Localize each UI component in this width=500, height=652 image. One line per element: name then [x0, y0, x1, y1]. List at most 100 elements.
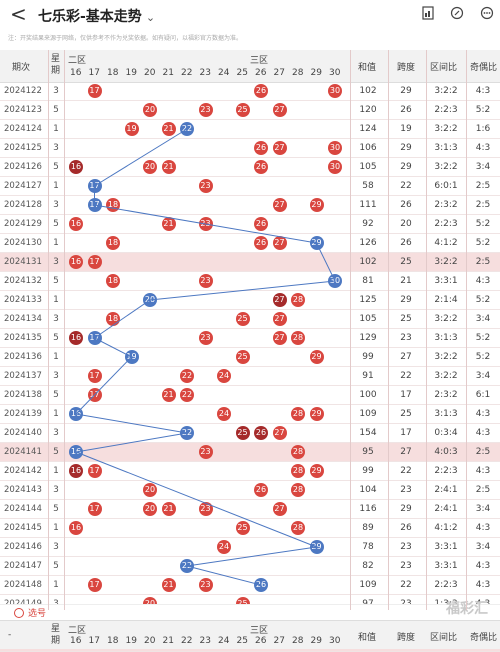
span-cell: 25 — [400, 257, 412, 267]
ball-23: 23 — [198, 445, 213, 459]
ball-25: 25 — [235, 350, 250, 364]
sum-cell: 92 — [362, 219, 374, 229]
table-row: 2024132 5 18 23 30 81 21 3:3:1 4:3 — [0, 272, 500, 291]
number-header-30: 30 — [329, 68, 341, 78]
number-header-23: 23 — [199, 68, 211, 78]
number-cell-20: 20 — [142, 101, 158, 119]
sum-cell: 129 — [359, 333, 377, 343]
number-header-27: 27 — [273, 68, 285, 78]
number-cell-25: 25 — [235, 310, 251, 328]
number-cell-29: 29 — [309, 196, 325, 214]
ball-27: 27 — [272, 312, 287, 326]
trend-line-segment — [186, 546, 317, 567]
disclaimer-notice: 注：开奖结果来源于网络，仅供参考不作为兑奖依据。如有疑问，以福彩官方数据为准。 — [8, 35, 243, 42]
bottom-zone2-header: 二区 — [68, 626, 87, 636]
number-cell-27: 27 — [272, 196, 288, 214]
zone-ratio-cell: 3:2:2 — [434, 314, 458, 324]
share-icon[interactable] — [450, 6, 464, 20]
ball-26: 26 — [254, 160, 268, 174]
number-cell-22: 22 — [179, 367, 195, 385]
number-cell-29: 29 — [309, 462, 325, 480]
page-title[interactable]: 七乐彩-基本走势 ⌄ — [38, 6, 155, 26]
span-cell: 29 — [400, 86, 412, 96]
number-cell-23: 23 — [198, 576, 214, 594]
zone-ratio-cell: 2:2:3 — [434, 580, 458, 590]
number-cell-26: 26 — [253, 481, 269, 499]
star-cell: 1 — [53, 295, 59, 305]
ball-30: 30 — [328, 160, 342, 174]
table-row: 2024144 5 17 20 21 23 27 116 29 2:4:1 3:4 — [0, 500, 500, 519]
odd-even-cell: 5:2 — [475, 105, 491, 115]
bottom-number-header-16: 16 — [70, 636, 82, 646]
bottom-number-header-30: 30 — [329, 636, 341, 646]
number-header-24: 24 — [218, 68, 230, 78]
number-cell-26: 26 — [253, 234, 269, 252]
period-cell: 2024133 — [4, 295, 42, 305]
table-row: 2024134 3 18 25 27 105 25 3:2:2 3:4 — [0, 310, 500, 329]
odd-even-cell: 4:3 — [475, 561, 491, 571]
back-button[interactable]: < — [10, 2, 27, 26]
select-number-row[interactable]: 选号 — [0, 604, 500, 621]
bottom-number-header-17: 17 — [88, 636, 100, 646]
ball-16: 16 — [69, 255, 83, 269]
bottom-number-header-23: 23 — [199, 636, 211, 646]
ball-27: 27 — [272, 103, 287, 117]
span-cell: 27 — [400, 352, 412, 362]
sum-cell: 109 — [359, 409, 377, 419]
sum-cell: 111 — [359, 200, 377, 210]
column-divider — [388, 50, 389, 610]
number-header-22: 22 — [181, 68, 193, 78]
span-cell: 29 — [400, 504, 412, 514]
odd-even-header: 奇偶比 — [470, 63, 498, 73]
odd-even-cell: 4:3 — [475, 86, 491, 96]
odd-even-cell: 2:5 — [475, 485, 491, 495]
number-cell-24: 24 — [216, 405, 232, 423]
ball-29: 29 — [309, 407, 324, 421]
period-cell: 2024131 — [4, 257, 42, 267]
period-cell: 2024122 — [4, 86, 42, 96]
span-cell: 27 — [400, 447, 412, 457]
ball-17: 17 — [87, 255, 102, 269]
span-cell: 20 — [400, 219, 412, 229]
zone-ratio-cell: 2:4:1 — [434, 485, 458, 495]
bottom-number-header-19: 19 — [125, 636, 137, 646]
number-cell-20: 20 — [142, 500, 158, 518]
odd-even-cell: 4:3 — [475, 276, 491, 286]
chart-icon[interactable] — [422, 6, 434, 20]
ball-26: 26 — [254, 217, 268, 231]
number-cell-19: 19 — [124, 120, 140, 138]
period-header[interactable]: 期次 — [12, 63, 31, 73]
sum-cell: 99 — [362, 352, 374, 362]
ball-27: 27 — [272, 426, 287, 440]
number-cell-25: 25 — [235, 348, 251, 366]
more-icon[interactable] — [480, 6, 494, 20]
title-text: 七乐彩-基本走势 — [38, 9, 142, 25]
ball-16: 16 — [69, 464, 83, 478]
number-cell-27: 27 — [272, 500, 288, 518]
period-cell: 2024136 — [4, 352, 42, 362]
ball-27: 27 — [272, 236, 287, 250]
ball-28: 28 — [291, 331, 305, 345]
number-cell-23: 23 — [198, 101, 214, 119]
number-cell-16: 16 — [68, 519, 84, 537]
star-cell: 5 — [53, 219, 59, 229]
number-cell-26: 26 — [253, 424, 269, 442]
number-cell-17: 17 — [87, 500, 103, 518]
ball-23: 23 — [198, 331, 213, 345]
number-header-21: 21 — [162, 68, 174, 78]
number-cell-18: 18 — [105, 234, 121, 252]
table-row: 2024123 5 20 23 25 27 120 26 2:2:3 5:2 — [0, 101, 500, 120]
ball-25: 25 — [235, 426, 250, 440]
column-divider — [350, 50, 351, 610]
chevron-down-icon[interactable]: ⌄ — [145, 11, 156, 24]
zone-ratio-cell: 2:3:2 — [434, 200, 458, 210]
select-number-label[interactable]: 选号 — [28, 609, 47, 619]
span-cell: 29 — [400, 295, 412, 305]
span-header: 跨度 — [397, 63, 416, 73]
zone-ratio-cell: 3:2:2 — [434, 371, 458, 381]
number-cell-28: 28 — [290, 519, 306, 537]
odd-even-cell: 2:5 — [475, 257, 491, 267]
period-cell: 2024130 — [4, 238, 42, 248]
period-cell: 2024134 — [4, 314, 42, 324]
number-cell-28: 28 — [290, 462, 306, 480]
